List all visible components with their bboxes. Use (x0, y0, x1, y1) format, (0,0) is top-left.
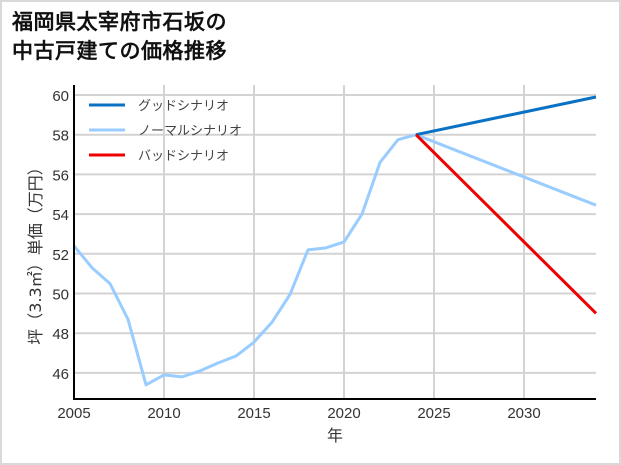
tick-labels: 2005 2010 2015 2020 2025 2030 46 48 50 52 54 56 58 60 (52, 88, 540, 422)
series-line-1 (72, 133, 597, 387)
x-tick-label: 2020 (327, 405, 360, 422)
y-tick-label: 48 (52, 326, 69, 343)
data-series (72, 95, 598, 387)
series-line-0 (415, 95, 597, 137)
legend-label: バッドシナリオ (138, 149, 229, 164)
y-tick-label: 60 (52, 88, 69, 105)
y-tick-label: 58 (52, 128, 69, 145)
title-line-1: 福岡県太宰府市石坂の (12, 10, 227, 34)
x-tick-label: 2010 (147, 405, 180, 422)
chart-title: 福岡県太宰府市石坂の 中古戸建ての価格推移 (12, 8, 227, 66)
y-tick-label: 54 (52, 207, 69, 224)
series-line-2 (414, 133, 598, 315)
y-tick-label: 46 (52, 366, 69, 383)
x-tick-label: 2015 (237, 405, 270, 422)
y-axis-label: 坪（3.3㎡）単価（万円） (26, 159, 45, 344)
x-tick-label: 2005 (57, 405, 90, 422)
y-tick-label: 50 (52, 287, 69, 304)
axes (73, 85, 596, 400)
legend-label: グッドシナリオ (138, 99, 229, 114)
legend-label: ノーマルシナリオ (138, 124, 242, 139)
title-line-2: 中古戸建ての価格推移 (12, 39, 227, 63)
grid-lines (74, 85, 596, 399)
x-axis-label: 年 (327, 426, 343, 445)
x-tick-label: 2030 (507, 405, 540, 422)
y-tick-label: 56 (52, 167, 69, 184)
x-tick-label: 2025 (417, 405, 450, 422)
y-tick-label: 52 (52, 247, 69, 264)
